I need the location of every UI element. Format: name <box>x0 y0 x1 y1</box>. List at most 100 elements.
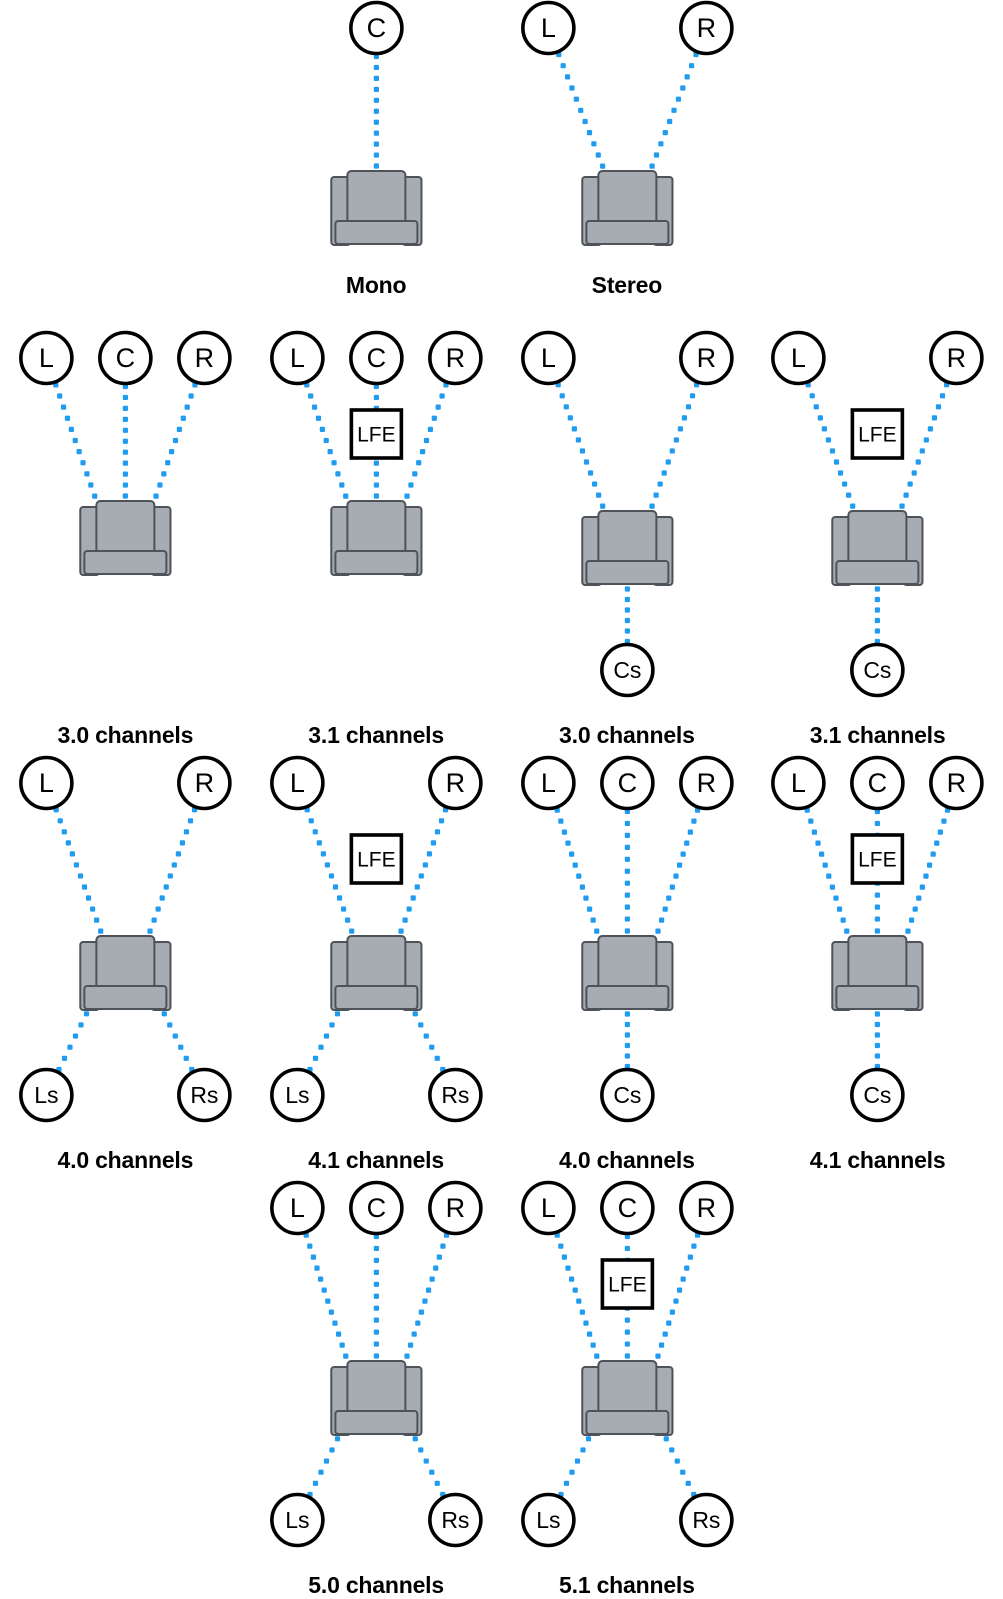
dotted-connector-line <box>153 493 159 499</box>
dotted-connector-line <box>373 1329 379 1335</box>
node-label: L <box>540 343 555 373</box>
dotted-connector-line <box>624 904 630 910</box>
listener-chair-icon <box>330 935 423 1011</box>
dotted-connector-line <box>72 437 78 444</box>
dotted-connector-line <box>658 1342 664 1348</box>
speaker-node-icon: L <box>771 330 826 386</box>
dotted-connector-line <box>575 873 581 879</box>
dotted-connector-line <box>559 393 565 399</box>
dotted-connector-line <box>842 481 848 487</box>
dotted-connector-line <box>428 1469 435 1475</box>
layout-cell-stereo: L R Stereo <box>502 0 753 299</box>
dotted-connector-line <box>840 917 847 923</box>
dotted-connector-line <box>423 1458 429 1464</box>
dotted-connector-line <box>432 1265 439 1271</box>
dotted-connector-line <box>373 130 379 136</box>
dotted-connector-line <box>830 884 836 890</box>
dotted-connector-line <box>624 1245 630 1252</box>
dotted-connector-line <box>665 1320 671 1326</box>
dotted-connector-line <box>402 917 408 923</box>
dotted-connector-line <box>579 1309 585 1315</box>
dotted-connector-line <box>586 130 592 136</box>
lfe-label: LFE <box>608 1274 647 1297</box>
dotted-connector-line <box>875 904 881 910</box>
dotted-connector-line <box>161 471 167 477</box>
listener-chair-icon <box>79 935 172 1011</box>
dotted-connector-line <box>676 862 682 868</box>
dotted-connector-line <box>430 840 436 846</box>
dotted-connector-line <box>178 1044 184 1050</box>
dotted-connector-line <box>429 1276 435 1282</box>
dotted-connector-line <box>122 405 128 411</box>
dotted-connector-line <box>919 448 926 454</box>
dotted-connector-line <box>680 1276 686 1282</box>
dotted-connector-line <box>685 1480 691 1486</box>
four-one-lcr-cs-lfe-diagram: Cs L C R LFE <box>771 755 984 1123</box>
dotted-connector-line <box>941 818 947 824</box>
dotted-connector-line <box>83 1011 90 1017</box>
dotted-connector-line <box>826 437 832 443</box>
dotted-connector-line <box>563 1480 569 1486</box>
dotted-connector-line <box>875 617 881 624</box>
dotted-connector-line <box>427 426 433 432</box>
dotted-connector-line <box>875 586 881 592</box>
dotted-connector-line <box>875 928 881 934</box>
connector-lines <box>805 382 950 645</box>
dotted-connector-line <box>916 895 922 901</box>
lfe-box-icon: LFE <box>349 833 403 885</box>
dotted-connector-line <box>417 1447 424 1453</box>
three-one-lr-cs-lfe-diagram: Cs L R LFE <box>771 330 984 698</box>
layout-caption: 4.0 channels <box>559 1146 695 1173</box>
dotted-connector-line <box>624 1329 630 1335</box>
node-label: Ls <box>34 1082 58 1108</box>
diagram-holder: Ls Rs L C R LFE <box>502 1180 753 1560</box>
dotted-connector-line <box>571 426 577 432</box>
listener-chair-icon <box>580 510 673 586</box>
speaker-node-icon: Rs <box>427 1492 483 1548</box>
dotted-connector-line <box>72 1033 79 1039</box>
dotted-connector-line <box>315 415 321 421</box>
layout-caption: 3.1 channels <box>308 721 444 748</box>
dotted-connector-line <box>408 482 414 488</box>
dotted-connector-line <box>373 1269 379 1275</box>
dotted-connector-line <box>624 1353 630 1359</box>
dotted-connector-line <box>937 829 944 835</box>
dotted-connector-line <box>310 1254 316 1260</box>
dotted-connector-line <box>90 906 96 912</box>
three-zero-lr-cs-diagram: Cs L R <box>520 330 734 698</box>
dotted-connector-line <box>373 86 379 92</box>
dotted-connector-line <box>431 415 437 421</box>
dotted-connector-line <box>323 437 329 444</box>
dotted-connector-line <box>662 906 668 912</box>
layout-caption: 3.0 channels <box>57 721 194 748</box>
dotted-connector-line <box>624 628 630 634</box>
layout-cell-three-one-lcr-lfe: L C R LFE 3.1 channels <box>251 330 502 749</box>
layout-caption: 4.1 channels <box>809 1146 946 1173</box>
dotted-connector-line <box>57 393 63 399</box>
speaker-node-icon: R <box>678 330 734 386</box>
node-label: Rs <box>692 1507 720 1533</box>
dotted-connector-line <box>663 1436 669 1442</box>
dotted-connector-line <box>406 906 412 912</box>
dotted-connector-line <box>936 404 942 410</box>
speaker-node-icon: C <box>98 330 153 386</box>
dotted-connector-line <box>593 928 599 934</box>
dotted-connector-line <box>334 1436 340 1442</box>
dotted-connector-line <box>336 895 342 901</box>
dotted-connector-line <box>418 1309 424 1315</box>
speaker-node-icon: Ls <box>269 1067 325 1123</box>
dotted-connector-line <box>306 1243 313 1249</box>
node-label: C <box>366 13 386 43</box>
dotted-connector-line <box>624 1341 630 1347</box>
node-label: L <box>791 768 806 798</box>
dotted-connector-line <box>435 404 441 410</box>
node-label: R <box>445 1193 465 1223</box>
listener-chair-icon <box>831 510 924 586</box>
dotted-connector-line <box>338 482 345 488</box>
dotted-connector-line <box>122 394 128 401</box>
dotted-connector-line <box>122 493 128 499</box>
lfe-box-icon: LFE <box>850 408 905 460</box>
dotted-connector-line <box>328 1309 334 1315</box>
